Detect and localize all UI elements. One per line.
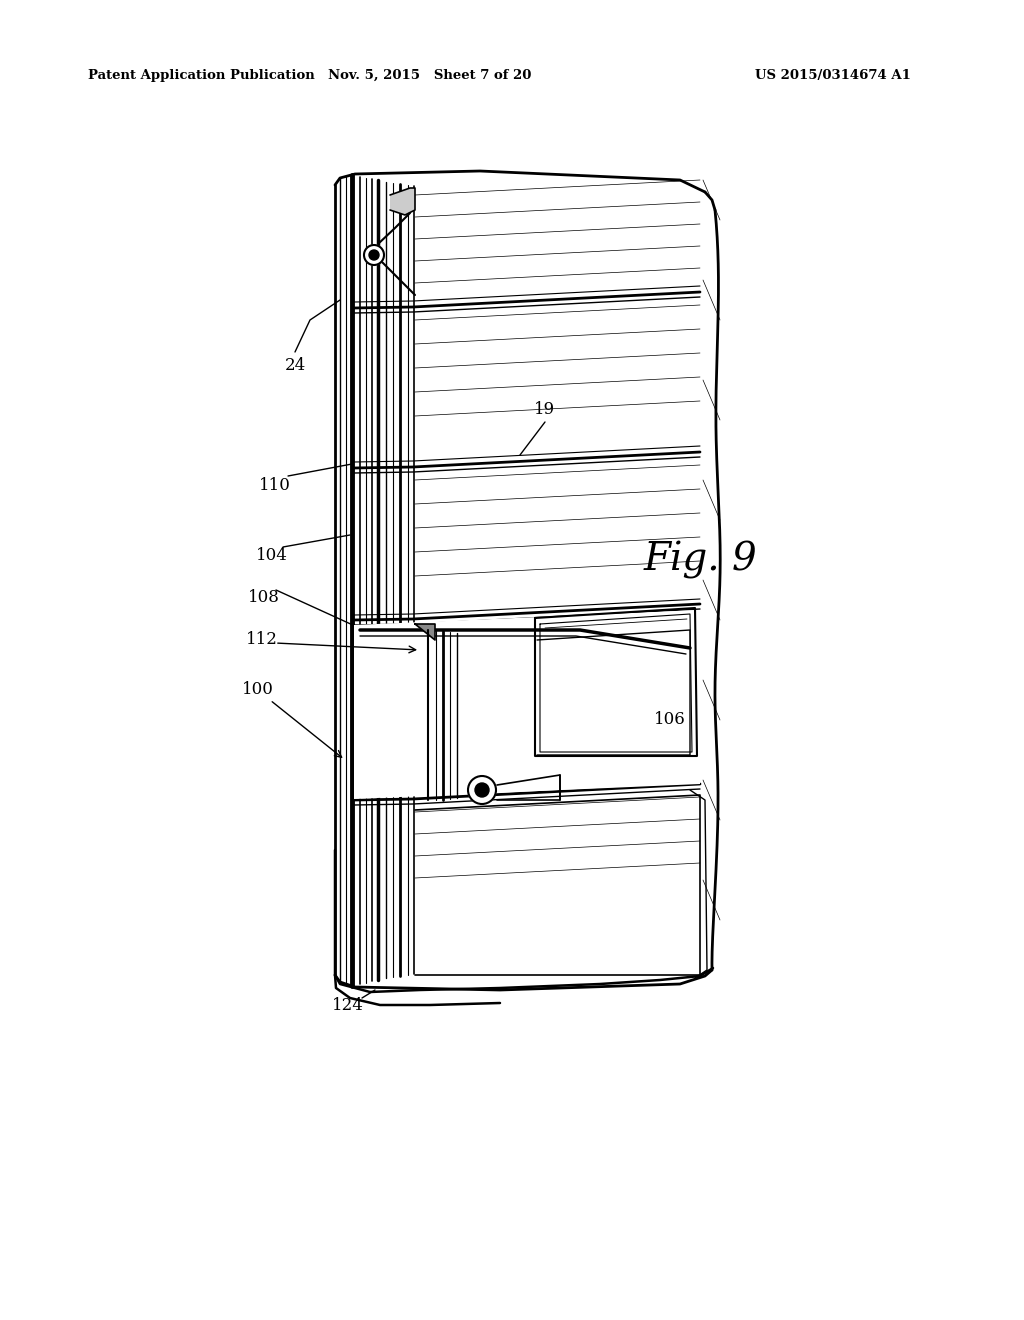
Text: 110: 110 bbox=[259, 477, 291, 494]
Polygon shape bbox=[354, 610, 700, 799]
Text: Fig. 9: Fig. 9 bbox=[643, 541, 757, 579]
Text: 124: 124 bbox=[332, 997, 364, 1014]
Circle shape bbox=[364, 246, 384, 265]
Text: US 2015/0314674 A1: US 2015/0314674 A1 bbox=[755, 69, 911, 82]
Polygon shape bbox=[390, 187, 415, 215]
Text: 100: 100 bbox=[242, 681, 274, 698]
Text: 24: 24 bbox=[285, 356, 305, 374]
Text: 106: 106 bbox=[654, 711, 686, 729]
Text: Nov. 5, 2015   Sheet 7 of 20: Nov. 5, 2015 Sheet 7 of 20 bbox=[329, 69, 531, 82]
Circle shape bbox=[369, 249, 379, 260]
Text: 108: 108 bbox=[248, 590, 280, 606]
Text: 104: 104 bbox=[256, 546, 288, 564]
Text: 19: 19 bbox=[535, 401, 556, 418]
Circle shape bbox=[475, 783, 489, 797]
Text: 112: 112 bbox=[246, 631, 278, 648]
Text: Patent Application Publication: Patent Application Publication bbox=[88, 69, 314, 82]
Polygon shape bbox=[415, 624, 435, 640]
Circle shape bbox=[468, 776, 496, 804]
